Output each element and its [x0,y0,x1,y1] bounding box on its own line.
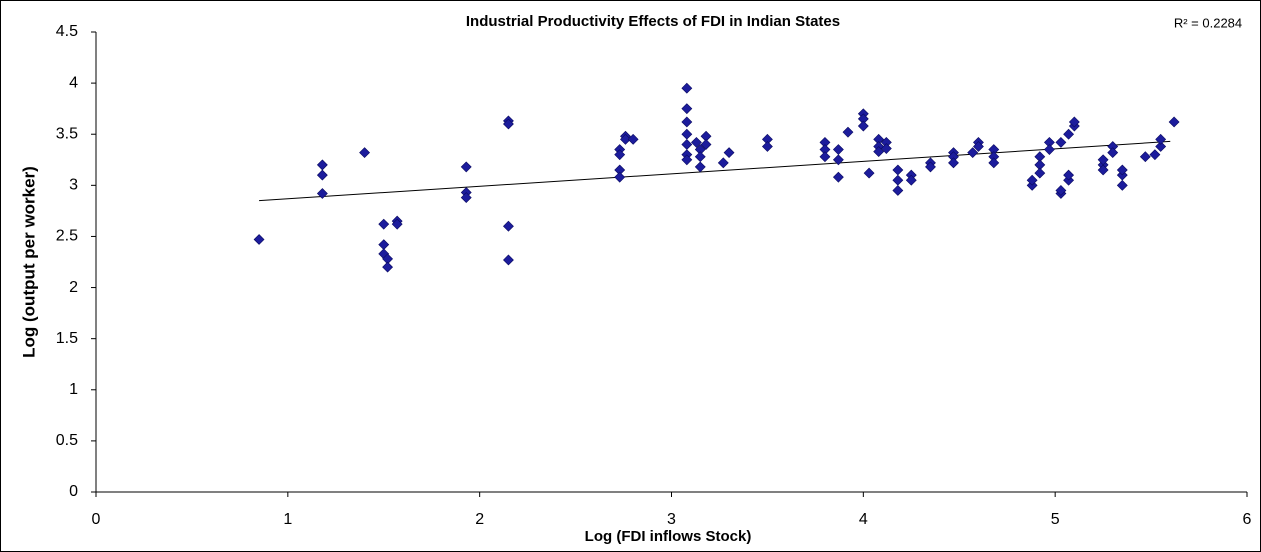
point [1063,169,1075,181]
y-tick-label: 0 [69,483,78,500]
point [1026,174,1038,186]
r2-label: R² = 0.2284 [1174,15,1242,30]
point [842,126,854,138]
point [460,192,472,204]
point [873,146,885,158]
y-tick-label: 4 [69,74,78,91]
point [1055,185,1067,196]
point [717,157,729,169]
point [1097,164,1109,176]
chart-title: Industrial Productivity Effects of FDI i… [466,13,840,30]
point [503,118,514,130]
point [681,103,693,115]
point [316,169,328,181]
y-tick-label: 2.5 [56,228,78,245]
point [503,254,514,266]
point [1107,147,1119,159]
point [1155,133,1167,145]
y-axis-label: Log (output per worker) [19,166,38,358]
point [863,167,875,179]
y-tick-label: 3 [69,177,78,194]
point [892,185,904,196]
x-tick-label: 1 [283,511,292,528]
point [892,174,904,186]
point [316,188,328,199]
x-tick-label: 0 [92,511,101,528]
point [1068,116,1080,128]
point [359,147,370,159]
x-axis-label: Log (FDI inflows Stock) [585,528,752,545]
point [614,149,626,161]
point [1055,136,1067,148]
point [681,154,693,166]
point [1034,167,1046,179]
point [1155,141,1167,152]
point [681,82,693,94]
x-tick-label: 5 [1051,511,1060,528]
point [967,147,979,159]
point [948,157,959,169]
y-tick-label: 4.5 [56,23,78,40]
point [460,161,472,173]
point [253,234,265,245]
point [614,171,626,183]
point [1149,149,1161,161]
y-tick-label: 2 [69,279,78,296]
point [761,141,773,152]
point [880,143,892,154]
point [620,133,631,145]
point [925,161,936,173]
point [857,120,869,132]
point [1116,164,1128,176]
point [723,147,735,159]
point [694,161,706,173]
point [973,141,984,152]
point [382,261,394,273]
point [1116,179,1128,191]
x-tick-label: 6 [1243,511,1252,528]
y-tick-label: 1 [69,381,78,398]
point [905,174,917,186]
y-tick-label: 3.5 [56,125,78,142]
point [503,220,514,232]
point [691,136,702,148]
point [378,218,390,230]
point [1043,144,1055,155]
point [1063,128,1075,140]
point [391,218,403,230]
x-tick-label: 2 [475,511,484,528]
point [819,151,831,163]
trendline [259,140,1171,202]
x-tick-label: 4 [859,511,868,528]
point [832,154,844,166]
point [988,157,1000,169]
point [627,133,639,145]
point [1139,151,1151,163]
point [832,171,844,183]
y-tick-label: 0.5 [56,432,78,449]
point [681,116,693,128]
point [1168,116,1180,128]
point [700,139,712,150]
x-tick-label: 3 [667,511,676,528]
y-tick-label: 1.5 [56,330,78,347]
